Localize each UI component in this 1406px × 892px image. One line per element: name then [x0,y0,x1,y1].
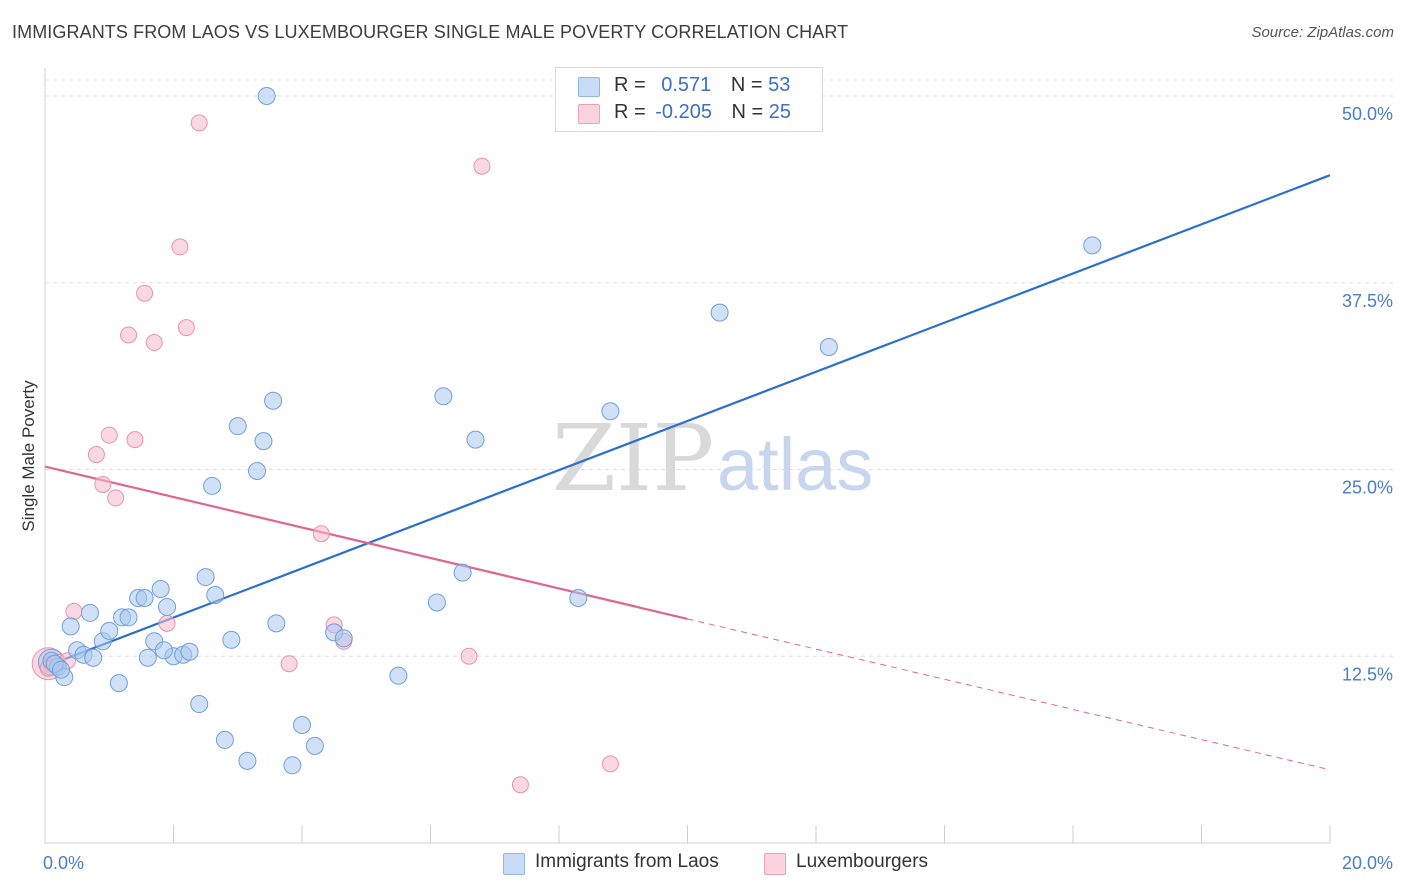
legend-n-value: 25 [768,101,792,123]
point-laos [151,580,170,599]
point-laos [228,417,247,436]
y-tick-label: 25.0% [1342,478,1393,498]
point-laos [84,648,103,667]
point-laos [203,476,222,495]
point-laos [109,674,128,693]
point-luxembourgers [107,489,125,507]
legend-n-value: 53 [768,74,791,96]
point-luxembourgers [136,284,154,302]
point-laos [389,666,408,685]
point-laos [138,648,157,667]
point-laos [222,630,241,649]
point-luxembourgers [65,602,83,620]
point-laos [80,603,99,622]
trend-line-luxembourgers-extension [687,618,1331,771]
axes [44,68,1331,844]
point-laos [119,608,138,627]
point-laos [135,588,154,607]
point-luxembourgers [94,475,112,493]
point-laos [819,337,838,356]
point-laos [1083,236,1102,255]
watermark-atlas: atlas [717,423,873,506]
point-laos [61,617,80,636]
point-laos [710,303,729,322]
point-luxembourgers [177,319,195,337]
bottom-legend-label-laos: Immigrants from Laos [535,851,719,872]
point-laos [100,621,119,640]
x-tick-labels: 0.0% 20.0% [43,853,1393,873]
y-axis-label: Single Male Poverty [19,380,38,532]
point-laos [434,387,453,406]
source-credit: Source: ZipAtlas.com [1251,24,1394,41]
point-luxembourgers [601,755,619,773]
trend-line-laos [44,174,1331,668]
point-luxembourgers [280,655,298,673]
point-luxembourgers [158,614,176,632]
point-laos [283,756,302,775]
correlation-legend: R = 0.571 N = 53 R = -0.205 N = 25 [555,67,823,132]
point-laos [264,391,283,410]
y-tick-label: 12.5% [1342,664,1393,684]
point-laos [601,402,620,421]
grid-lines [45,79,1395,657]
point-laos [569,588,588,607]
y-tick-labels: 12.5% 25.0% 37.5% 50.0% [1342,104,1393,684]
point-laos [466,430,485,449]
point-laos [154,641,173,660]
x-tick-label: 0.0% [43,853,84,873]
point-luxembourgers [87,446,105,464]
point-luxembourgers [190,114,208,132]
legend-r-value: 0.571 [661,74,712,96]
y-tick-label: 37.5% [1342,291,1393,311]
legend-r-value: -0.205 [655,101,712,123]
data-points [31,87,1102,794]
point-laos [206,585,225,604]
point-laos [52,660,71,679]
point-luxembourgers [145,334,163,352]
point-laos [248,461,267,480]
point-laos [257,87,276,105]
point-luxembourgers [171,238,189,256]
point-laos [427,593,446,612]
bottom-legend-label-luxembourgers: Luxembourgers [796,851,929,872]
legend-swatch-luxembourgers [578,104,600,124]
point-luxembourgers [460,647,478,665]
x-tick-label: 20.0% [1342,853,1393,873]
legend-swatch-laos [578,77,600,97]
point-laos [196,568,215,587]
point-laos [293,715,311,734]
chart-title: IMMIGRANTS FROM LAOS VS LUXEMBOURGER SIN… [12,22,849,42]
y-tick-label: 50.0% [1342,104,1393,124]
bottom-legend-swatch-laos [503,853,525,875]
bottom-legend-swatch-luxembourgers [764,853,786,875]
legend-r-label: R = [614,74,646,96]
point-laos [453,563,472,582]
point-luxembourgers [473,157,491,175]
point-luxembourgers [312,525,330,543]
watermark-zip: ZIP [552,405,714,512]
point-luxembourgers [100,426,118,444]
point-luxembourgers [511,776,529,794]
point-laos [180,642,199,661]
point-luxembourgers [126,431,144,449]
point-laos [305,736,324,755]
legend-n-label: N = [730,74,763,96]
point-laos [267,614,286,633]
point-laos [254,432,273,451]
point-laos [190,695,209,714]
point-laos [215,730,234,749]
point-luxembourgers [120,326,138,344]
point-laos [334,629,353,648]
point-laos [238,751,257,770]
legend-r-label: R = [614,101,646,123]
watermark: ZIP atlas [552,405,873,512]
point-laos [158,597,177,616]
legend-n-label: N = [731,101,764,123]
